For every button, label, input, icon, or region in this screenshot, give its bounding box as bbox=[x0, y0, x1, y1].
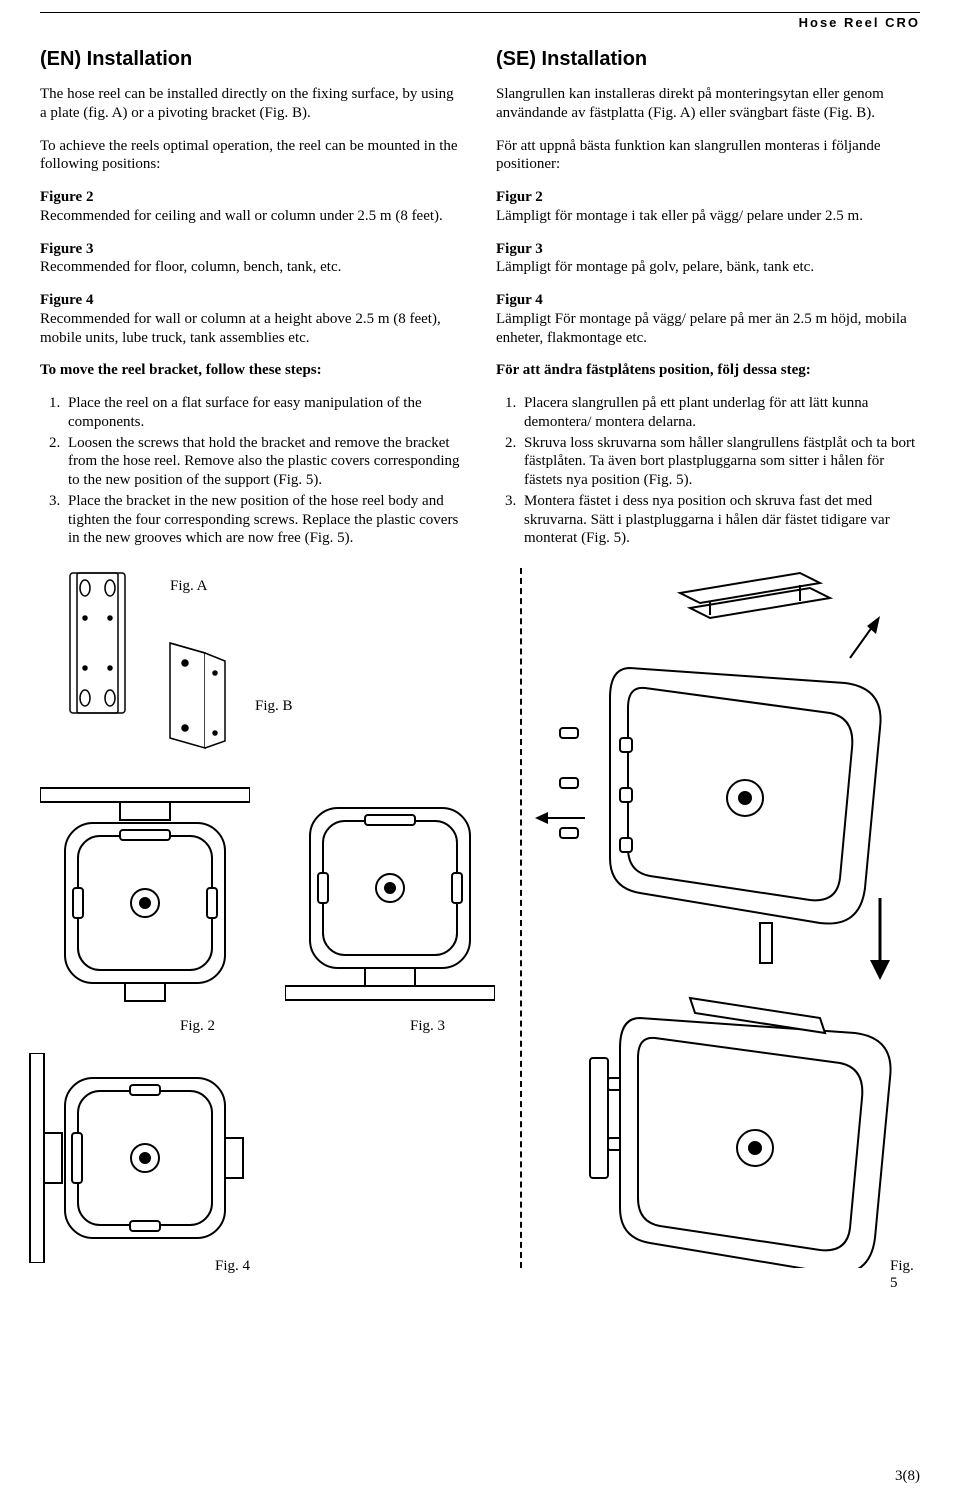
fig-a-label: Fig. A bbox=[170, 578, 208, 595]
en-step-1: Place the reel on a flat surface for eas… bbox=[64, 394, 464, 432]
fig-b-label: Fig. B bbox=[255, 698, 293, 715]
fig-2-label: Fig. 2 bbox=[180, 1018, 215, 1035]
se-intro2: För att uppnå bästa funktion kan slangru… bbox=[496, 137, 920, 175]
dashed-divider bbox=[520, 568, 522, 1268]
fig-5-label: Fig. 5 bbox=[890, 1258, 920, 1292]
en-fig2-t: Recommended for ceiling and wall or colu… bbox=[40, 208, 443, 224]
fig-2-reel-icon bbox=[40, 783, 250, 1013]
en-step-2: Loosen the screws that hold the bracket … bbox=[64, 434, 464, 490]
doc-title: Hose Reel CRO bbox=[40, 15, 920, 30]
fig-4-label: Fig. 4 bbox=[215, 1258, 250, 1275]
page: Hose Reel CRO (EN) Installation The hose… bbox=[0, 0, 960, 1501]
figures-area: Fig. A Fig. B bbox=[40, 568, 920, 1288]
col-en: (EN) Installation The hose reel can be i… bbox=[40, 48, 464, 558]
en-fig2: Figure 2 Recommended for ceiling and wal… bbox=[40, 188, 464, 226]
en-fig3: Figure 3 Recommended for floor, column, … bbox=[40, 240, 464, 278]
se-step-1: Placera slangrullen på ett plant underla… bbox=[520, 394, 920, 432]
en-fig3-t: Recommended for floor, column, bench, ta… bbox=[40, 259, 341, 275]
col-se: (SE) Installation Slangrullen kan instal… bbox=[496, 48, 920, 558]
en-steps: Place the reel on a flat surface for eas… bbox=[40, 394, 464, 548]
se-steps-h: För att ändra fästplåtens position, följ… bbox=[496, 361, 920, 380]
se-fig2: Figur 2 Lämpligt för montage i tak eller… bbox=[496, 188, 920, 226]
fig-a-plate-icon bbox=[60, 568, 150, 718]
se-heading: (SE) Installation bbox=[496, 48, 920, 71]
se-steps: Placera slangrullen på ett plant underla… bbox=[496, 394, 920, 548]
en-heading: (EN) Installation bbox=[40, 48, 464, 71]
fig-b-bracket-icon bbox=[155, 633, 245, 753]
se-fig3: Figur 3 Lämpligt för montage på golv, pe… bbox=[496, 240, 920, 278]
se-fig3-t: Lämpligt för montage på golv, pelare, bä… bbox=[496, 259, 814, 275]
se-fig2-t: Lämpligt för montage i tak eller på vägg… bbox=[496, 208, 863, 224]
fig-3-reel-icon bbox=[285, 798, 495, 1028]
fig-5-exploded-icon bbox=[530, 568, 930, 1268]
en-intro: The hose reel can be installed directly … bbox=[40, 85, 464, 123]
en-fig3-h: Figure 3 bbox=[40, 241, 93, 257]
se-fig4: Figur 4 Lämpligt För montage på vägg/ pe… bbox=[496, 291, 920, 347]
en-fig4-h: Figure 4 bbox=[40, 292, 93, 308]
se-fig4-t: Lämpligt För montage på vägg/ pelare på … bbox=[496, 311, 907, 346]
en-steps-h: To move the reel bracket, follow these s… bbox=[40, 361, 464, 380]
en-fig2-h: Figure 2 bbox=[40, 189, 93, 205]
se-step-2: Skruva loss skruvarna som håller slangru… bbox=[520, 434, 920, 490]
en-step-3: Place the bracket in the new position of… bbox=[64, 492, 464, 548]
en-fig4-t: Recommended for wall or column at a heig… bbox=[40, 311, 441, 346]
se-intro: Slangrullen kan installeras direkt på mo… bbox=[496, 85, 920, 123]
se-fig2-h: Figur 2 bbox=[496, 189, 543, 205]
fig-4-reel-icon bbox=[25, 1053, 255, 1263]
en-fig4: Figure 4 Recommended for wall or column … bbox=[40, 291, 464, 347]
se-step-3: Montera fästet i dess nya position och s… bbox=[520, 492, 920, 548]
se-fig4-h: Figur 4 bbox=[496, 292, 543, 308]
text-columns: (EN) Installation The hose reel can be i… bbox=[40, 48, 920, 558]
en-intro2: To achieve the reels optimal operation, … bbox=[40, 137, 464, 175]
fig-3-label: Fig. 3 bbox=[410, 1018, 445, 1035]
page-number: 3(8) bbox=[895, 1468, 920, 1485]
top-rule bbox=[40, 12, 920, 13]
se-fig3-h: Figur 3 bbox=[496, 241, 543, 257]
